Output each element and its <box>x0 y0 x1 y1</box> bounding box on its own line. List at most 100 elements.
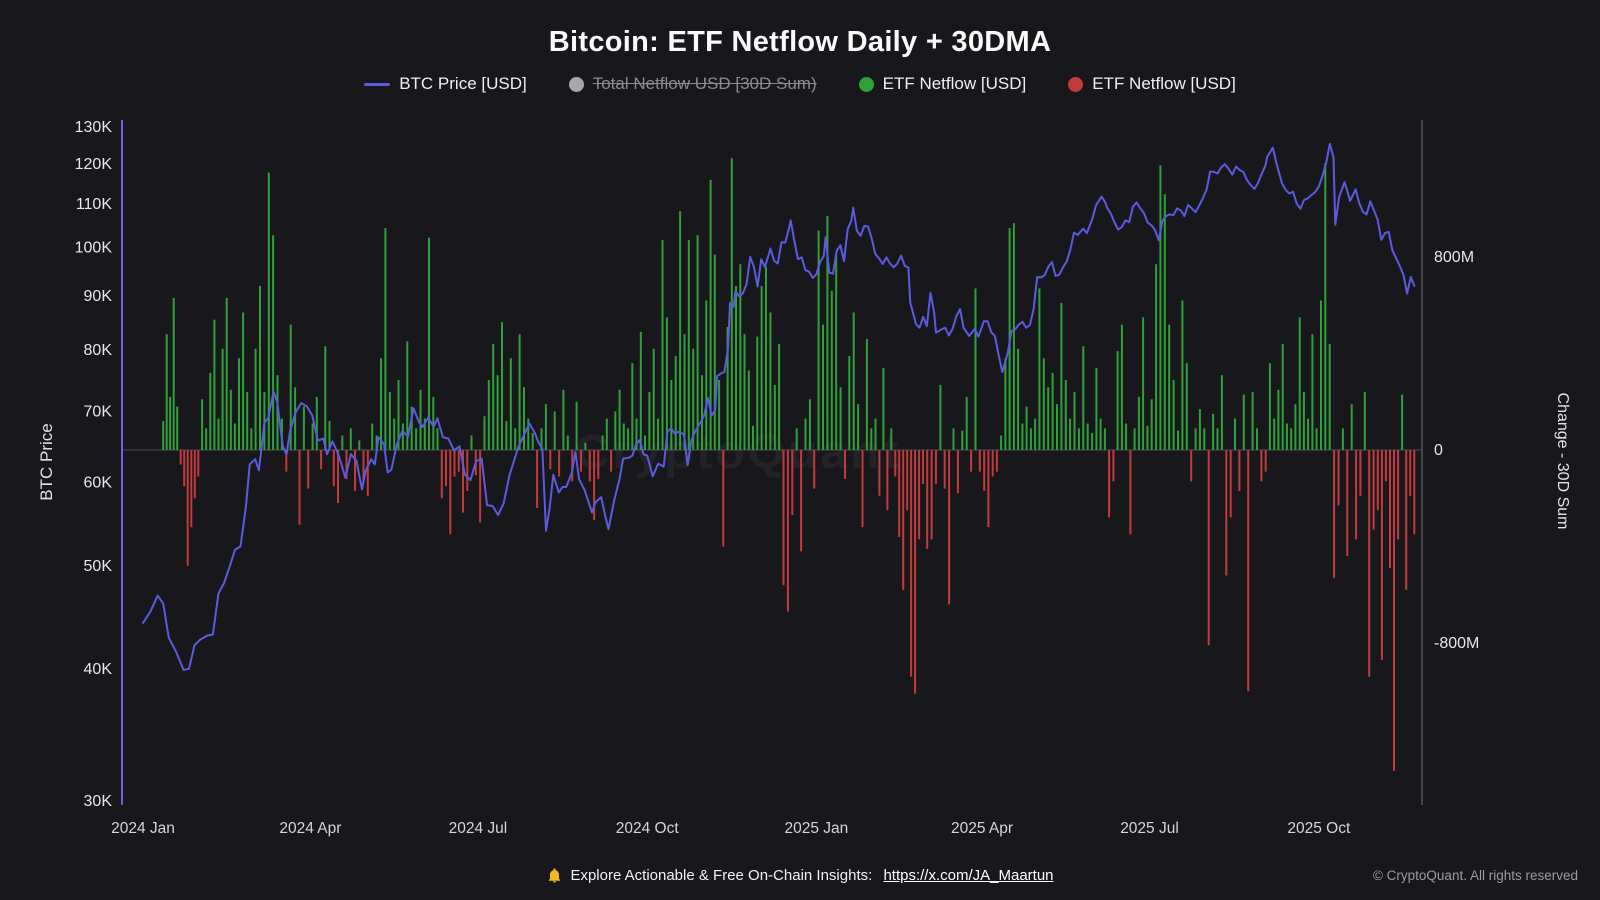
netflow-bar <box>423 418 426 450</box>
netflow-bar <box>696 235 699 450</box>
netflow-bar <box>197 450 200 477</box>
netflow-bar <box>1056 404 1058 450</box>
netflow-bar <box>622 423 625 450</box>
netflow-bar <box>320 450 323 470</box>
netflow-bar <box>1150 399 1153 450</box>
bell-icon <box>549 868 561 883</box>
netflow-bar <box>902 450 905 590</box>
netflow-bar <box>1042 358 1045 450</box>
netflow-bar <box>1268 363 1271 450</box>
netflow-bar <box>701 375 703 450</box>
netflow-bar <box>747 370 750 450</box>
netflow-bar <box>540 428 543 450</box>
netflow-bar <box>614 411 617 450</box>
netflow-bar <box>169 396 172 450</box>
netflow-bar <box>332 450 335 487</box>
netflow-bar <box>562 389 565 450</box>
netflow-bar <box>1129 450 1132 535</box>
netflow-bar <box>179 450 182 465</box>
netflow-bar <box>1337 450 1340 506</box>
netflow-bar <box>1185 363 1188 450</box>
netflow-bar <box>1372 450 1375 530</box>
netflow-bar <box>894 450 897 477</box>
netflow-bar <box>1198 409 1201 450</box>
total-netflow-dot-icon <box>568 76 584 92</box>
left-axis-tick-label: 130K <box>75 119 113 136</box>
netflow-bar <box>914 450 917 694</box>
netflow-bar <box>1389 450 1391 569</box>
netflow-bar <box>1029 428 1032 450</box>
netflow-bar <box>726 327 729 450</box>
netflow-bar <box>272 235 275 450</box>
netflow-bar <box>254 348 257 450</box>
netflow-bar <box>354 450 356 491</box>
netflow-bar <box>1212 413 1215 450</box>
footer-cta: Explore Actionable & Free On-Chain Insig… <box>0 867 1600 884</box>
netflow-bar <box>501 322 503 450</box>
right-axis-title: Change - 30D Sum <box>1554 392 1571 530</box>
netflow-bar <box>918 450 921 540</box>
netflow-bar <box>752 425 754 450</box>
netflow-bar <box>324 346 327 450</box>
x-axis-tick-label: 2024 Oct <box>616 820 680 837</box>
netflow-bar <box>328 421 331 450</box>
netflow-bar <box>1328 343 1331 450</box>
left-axis-tick-label: 60K <box>84 474 113 491</box>
netflow-bar <box>341 435 344 450</box>
netflow-bar <box>580 450 582 472</box>
legend-item-btc-price[interactable]: BTC Price [USD] <box>364 74 527 94</box>
netflow-bar <box>487 380 490 450</box>
netflow-bar <box>1238 450 1241 491</box>
netflow-bar <box>800 450 803 552</box>
netflow-bar <box>246 392 249 450</box>
left-axis-title: BTC Price <box>37 423 56 501</box>
netflow-bar <box>584 442 587 450</box>
netflow-bar <box>926 450 929 549</box>
netflow-bar <box>1168 324 1171 450</box>
netflow-bar <box>302 406 305 450</box>
netflow-bar <box>661 240 664 450</box>
netflow-bar <box>186 450 189 566</box>
netflow-bar <box>1034 418 1037 450</box>
netflow-bar <box>1125 423 1128 450</box>
netflow-bar <box>393 418 396 450</box>
netflow-bar <box>1069 418 1072 450</box>
btc-price-line-swatch-icon <box>364 82 391 86</box>
netflow-bar <box>315 396 318 450</box>
legend-item-etf-netflow-neg[interactable]: ETF Netflow [USD] <box>1068 74 1236 94</box>
right-axis-tick-label: 800M <box>1434 249 1474 266</box>
legend-label: Total Netflow USD [30D Sum) <box>592 74 817 93</box>
netflow-bar <box>1064 380 1067 450</box>
netflow-bar <box>1315 428 1318 450</box>
netflow-bar <box>773 384 776 450</box>
netflow-bar <box>795 428 798 450</box>
left-axis-tick-label: 90K <box>84 288 113 305</box>
netflow-bar <box>709 179 712 451</box>
netflow-bar <box>961 430 964 450</box>
netflow-bar <box>337 450 339 504</box>
netflow-bar <box>1047 387 1050 450</box>
netflow-bar <box>217 418 220 450</box>
netflow-bar <box>735 286 737 450</box>
netflow-bar <box>597 450 600 479</box>
netflow-bar <box>1172 380 1175 450</box>
btc-price-line <box>142 142 1416 671</box>
netflow-bar <box>1190 450 1193 482</box>
netflow-bar <box>948 450 951 605</box>
netflow-bar <box>760 286 763 450</box>
netflow-bar <box>1108 450 1111 518</box>
netflow-bar <box>428 237 430 450</box>
netflow-bar <box>492 343 495 450</box>
netflow-bar <box>523 387 525 450</box>
legend-item-etf-netflow-pos[interactable]: ETF Netflow [USD] <box>858 74 1026 94</box>
footer-cta-link[interactable]: https://x.com/JA_Maartun <box>883 867 1054 884</box>
netflow-bar <box>743 334 746 450</box>
netflow-bar <box>956 450 959 494</box>
netflow-bar <box>362 450 365 482</box>
legend-item-total-netflow-30d[interactable]: Total Netflow USD [30D Sum) <box>568 74 817 94</box>
netflow-bar <box>298 450 301 525</box>
netflow-bar <box>1116 351 1119 450</box>
netflow-bar <box>670 380 673 450</box>
netflow-bar <box>345 450 348 479</box>
